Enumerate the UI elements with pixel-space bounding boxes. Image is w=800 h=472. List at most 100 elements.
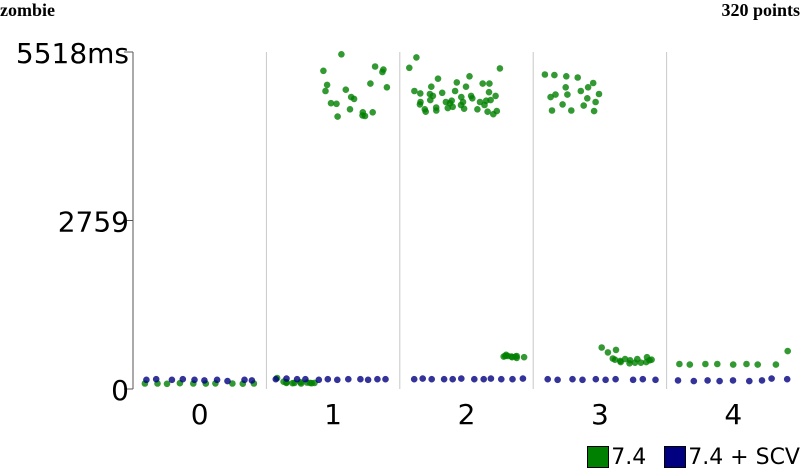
data-point-series-0 <box>460 105 468 112</box>
legend-label: 7.4 + SCV <box>688 444 800 470</box>
data-point-series-0 <box>422 108 430 115</box>
data-point-series-0 <box>361 112 369 120</box>
data-point-series-0 <box>493 107 501 115</box>
data-point-series-1 <box>419 375 427 382</box>
legend-item-series-1: 7.4 + SCV <box>664 445 800 470</box>
data-point-series-0 <box>383 84 391 91</box>
chart-title: zombie <box>0 0 55 20</box>
data-point-series-0 <box>322 87 329 95</box>
data-point-series-0 <box>492 92 499 100</box>
data-point-series-0 <box>577 87 585 95</box>
data-point-series-0 <box>611 356 619 364</box>
data-point-series-0 <box>323 81 331 89</box>
data-point-series-1 <box>201 377 208 384</box>
data-point-series-1 <box>509 375 516 383</box>
data-point-series-1 <box>374 375 381 383</box>
data-point-series-0 <box>428 83 435 90</box>
data-point-series-1 <box>674 377 682 384</box>
data-point-series-0 <box>487 96 494 104</box>
data-point-series-1 <box>554 376 561 384</box>
data-point-series-1 <box>324 375 332 383</box>
data-point-series-1 <box>334 376 341 384</box>
data-point-series-1 <box>602 376 609 384</box>
data-point-series-1 <box>690 377 698 385</box>
data-point-series-0 <box>334 113 341 120</box>
data-point-series-0 <box>637 359 645 367</box>
data-point-series-0 <box>541 71 549 78</box>
data-point-series-1 <box>168 376 176 384</box>
data-point-series-0 <box>552 91 559 98</box>
y-tick-label: 5518ms <box>16 37 129 70</box>
data-point-series-1 <box>639 375 647 383</box>
data-point-series-0 <box>297 380 305 387</box>
data-point-series-0 <box>479 80 487 87</box>
data-point-series-1 <box>152 375 160 383</box>
data-point-series-0 <box>432 104 440 111</box>
data-point-series-0 <box>584 95 591 102</box>
data-point-series-1 <box>768 375 775 382</box>
data-point-series-0 <box>584 84 592 91</box>
data-point-series-0 <box>772 361 780 368</box>
data-point-series-0 <box>327 99 335 107</box>
data-point-series-1 <box>382 375 389 383</box>
x-tick-label: 2 <box>458 398 476 431</box>
data-point-series-0 <box>346 106 354 113</box>
data-point-series-0 <box>580 102 587 109</box>
data-point-series-0 <box>350 95 358 103</box>
data-point-series-1 <box>758 377 766 384</box>
data-point-series-0 <box>590 107 598 115</box>
data-point-series-0 <box>648 356 655 364</box>
data-point-series-0 <box>592 98 599 106</box>
data-point-series-0 <box>459 98 467 106</box>
data-point-series-0 <box>743 360 750 368</box>
data-point-series-0 <box>411 87 418 95</box>
data-point-series-0 <box>229 380 236 387</box>
data-point-series-1 <box>449 375 457 383</box>
data-point-series-0 <box>438 89 446 97</box>
data-point-series-0 <box>369 109 377 116</box>
y-tick-label: 0 <box>111 374 129 407</box>
data-point-series-0 <box>462 83 470 90</box>
data-point-series-1 <box>458 375 465 382</box>
data-point-series-1 <box>293 375 301 383</box>
data-point-series-0 <box>338 51 345 58</box>
data-point-series-1 <box>428 375 436 383</box>
data-point-series-1 <box>746 377 753 385</box>
data-point-series-1 <box>652 376 659 384</box>
data-point-series-0 <box>486 80 493 87</box>
data-point-series-1 <box>729 377 737 384</box>
data-point-series-0 <box>371 63 379 70</box>
data-point-series-0 <box>563 73 570 80</box>
data-point-series-0 <box>380 66 387 73</box>
data-point-series-1 <box>783 375 791 383</box>
data-point-series-1 <box>480 375 488 383</box>
data-point-series-0 <box>589 79 597 87</box>
data-point-series-1 <box>302 375 309 383</box>
data-point-series-1 <box>364 376 372 384</box>
data-point-series-0 <box>729 361 737 368</box>
data-point-series-0 <box>434 75 442 82</box>
data-point-series-0 <box>496 65 504 72</box>
data-point-series-1 <box>544 375 551 383</box>
data-point-series-0 <box>548 107 556 114</box>
data-point-series-1 <box>179 375 187 383</box>
data-point-series-1 <box>487 375 495 382</box>
data-point-series-0 <box>342 86 350 93</box>
data-point-series-1 <box>498 375 505 383</box>
data-point-series-0 <box>574 74 581 81</box>
data-point-series-0 <box>604 349 612 356</box>
data-point-series-1 <box>410 375 418 383</box>
data-point-series-0 <box>784 347 791 355</box>
data-point-series-0 <box>568 107 575 114</box>
data-point-series-1 <box>315 376 323 384</box>
data-point-series-0 <box>406 64 413 72</box>
data-point-series-0 <box>564 91 571 98</box>
data-point-series-1 <box>272 375 280 383</box>
data-point-series-0 <box>449 103 457 111</box>
data-point-series-0 <box>551 71 558 79</box>
data-point-series-1 <box>519 375 527 382</box>
data-point-series-1 <box>569 375 576 383</box>
data-point-series-0 <box>754 361 761 368</box>
data-point-series-1 <box>357 375 364 383</box>
data-point-series-1 <box>612 375 619 383</box>
